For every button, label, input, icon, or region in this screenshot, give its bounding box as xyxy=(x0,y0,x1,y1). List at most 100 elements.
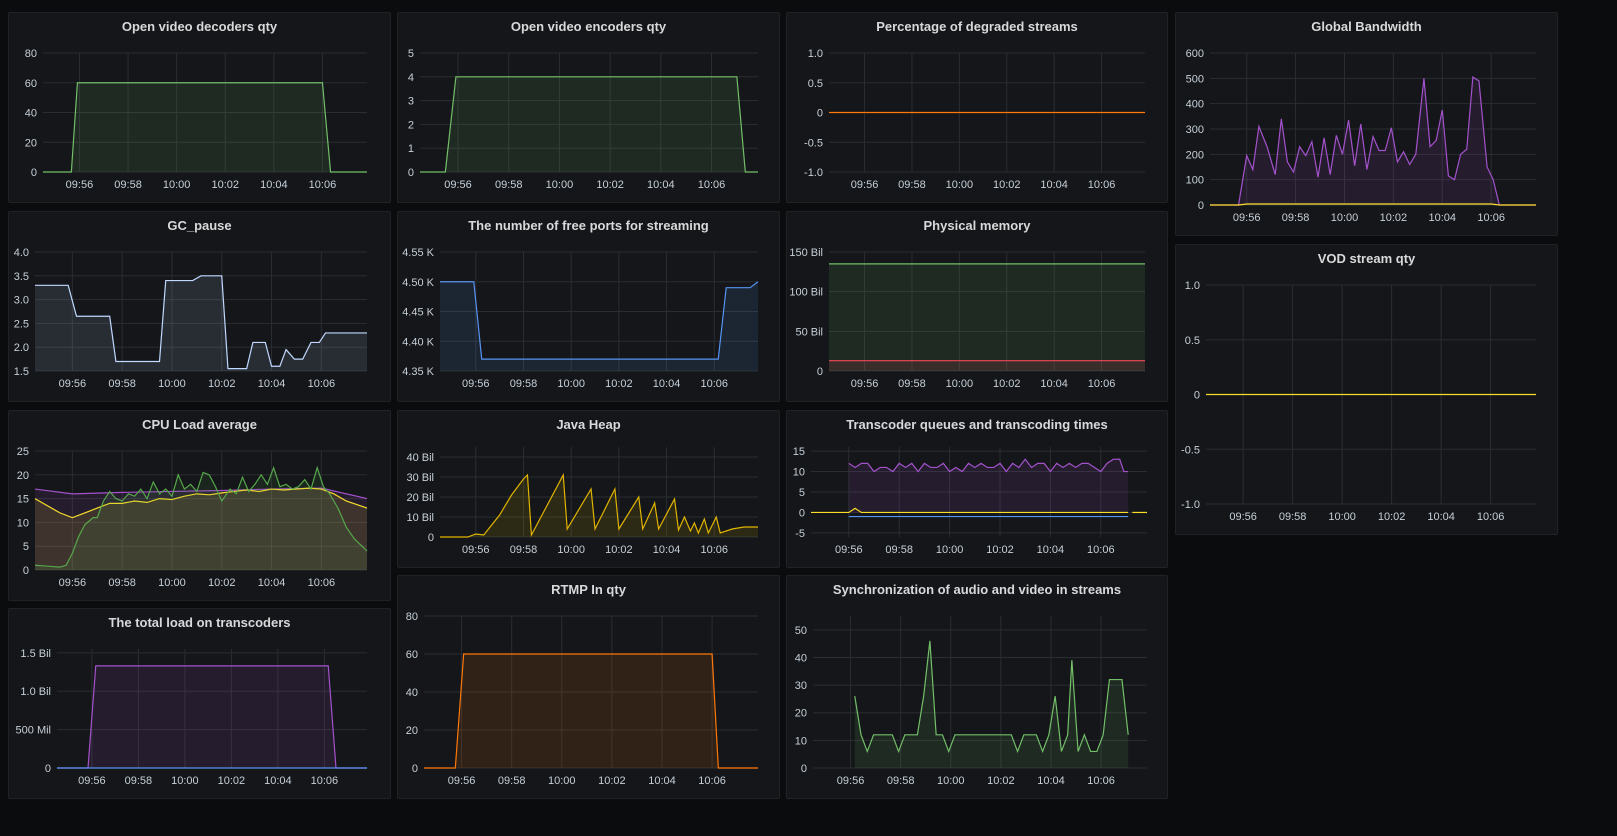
panel-title[interactable]: Java Heap xyxy=(556,417,621,432)
chart-open-video-encoders: 0 1 2 3 4 5 09:56 09:58 10:00 10:02 10:04 10:06 xyxy=(408,48,758,191)
series-area-1 xyxy=(829,360,1145,371)
series-line-0 xyxy=(848,458,1129,473)
x-tick-label: 09:56 xyxy=(837,775,865,787)
y-tick-label: 0 xyxy=(23,565,29,577)
y-tick-label: 0 xyxy=(799,507,805,519)
panel-title[interactable]: The total load on transcoders xyxy=(108,615,291,630)
series-line-1 xyxy=(34,487,368,519)
series-area-0 xyxy=(420,76,758,172)
x-tick-label: 10:02 xyxy=(605,378,633,390)
y-tick-label: 15 xyxy=(793,446,805,458)
series-line-0 xyxy=(43,82,367,173)
panel-title[interactable]: The number of free ports for streaming xyxy=(468,218,709,233)
y-tick-label: 60 xyxy=(406,649,418,661)
panel-title[interactable]: Open video decoders qty xyxy=(121,19,278,34)
x-tick-label: 10:04 xyxy=(1037,775,1065,787)
chart-cpu-load-average: 0 5 10 15 20 25 09:56 09:58 10:00 10:02 10:04 10:06 xyxy=(17,446,368,589)
x-tick-label: 09:58 xyxy=(510,378,538,390)
y-tick-label: 20 Bil xyxy=(406,492,434,504)
y-tick-label: 4.45 K xyxy=(402,307,434,319)
series-area-0 xyxy=(424,654,758,768)
series-area-0 xyxy=(43,82,367,172)
y-tick-label: 3.5 xyxy=(14,271,29,283)
series-line-0 xyxy=(424,653,758,769)
panel-title[interactable]: VOD stream qty xyxy=(1317,251,1416,266)
series-line-0 xyxy=(35,275,367,370)
y-tick-label: -0.5 xyxy=(1181,444,1200,456)
panel-title[interactable]: CPU Load average xyxy=(142,417,257,432)
x-tick-label: 09:58 xyxy=(1279,511,1307,523)
panel-title[interactable]: Synchronization of audio and video in st… xyxy=(832,582,1122,597)
x-tick-label: 10:02 xyxy=(987,775,1015,787)
x-tick-label: 10:06 xyxy=(309,179,337,191)
y-tick-label: 5 xyxy=(799,487,805,499)
x-tick-label: 10:06 xyxy=(698,775,726,787)
y-tick-label: 3 xyxy=(408,96,414,108)
panel-title[interactable]: Transcoder queues and transcoding times xyxy=(846,417,1108,432)
x-tick-label: 10:00 xyxy=(171,775,199,787)
y-tick-label: 2.0 xyxy=(14,342,29,354)
x-tick-label: 09:56 xyxy=(59,378,87,390)
panel-vod-stream-qty: VOD stream qty -1.0 -0.5 0 0.5 1.0 09:56 09:58… xyxy=(1175,244,1558,535)
y-tick-label: 0 xyxy=(1198,200,1204,212)
y-tick-label: 5 xyxy=(23,541,29,553)
panel-title[interactable]: Physical memory xyxy=(923,218,1031,233)
x-tick-label: 09:56 xyxy=(66,179,94,191)
x-tick-label: 10:00 xyxy=(158,577,186,589)
x-tick-label: 10:04 xyxy=(258,378,286,390)
series-line-1 xyxy=(1210,203,1536,206)
y-tick-label: 80 xyxy=(25,48,37,60)
panel-gc-pause: GC_pause 1.5 2.0 2.5 3.0 3.5 4.0 09:56 09:58 10:… xyxy=(8,211,391,402)
series-line-0 xyxy=(420,76,758,173)
chart-free-ports-streaming: 4.35 K 4.40 K 4.45 K 4.50 K 4.55 K 09:56 09:58… xyxy=(402,247,759,390)
y-tick-label: 0.5 xyxy=(808,78,823,90)
x-tick-label: 09:58 xyxy=(885,544,913,556)
x-tick-label: 10:02 xyxy=(986,544,1014,556)
y-tick-label: 30 xyxy=(795,680,807,692)
y-tick-label: 20 xyxy=(406,725,418,737)
series-area-2 xyxy=(35,467,367,570)
x-tick-label: 10:00 xyxy=(1328,511,1356,523)
panel-title[interactable]: GC_pause xyxy=(167,218,232,233)
x-tick-label: 10:00 xyxy=(548,775,576,787)
y-tick-label: 10 xyxy=(795,735,807,747)
x-tick-label: 09:56 xyxy=(444,179,472,191)
x-tick-label: 10:02 xyxy=(208,378,236,390)
x-tick-label: 10:00 xyxy=(158,378,186,390)
x-tick-label: 10:06 xyxy=(1088,179,1116,191)
panel-title[interactable]: Open video encoders qty xyxy=(510,19,667,34)
x-tick-label: 10:02 xyxy=(605,544,633,556)
panel-title[interactable]: RTMP In qty xyxy=(551,582,626,597)
x-tick-label: 09:58 xyxy=(898,378,926,390)
x-tick-label: 10:06 xyxy=(1087,544,1115,556)
x-tick-label: 10:04 xyxy=(1040,378,1068,390)
y-tick-label: 10 Bil xyxy=(406,512,434,524)
y-tick-label: 30 Bil xyxy=(406,472,434,484)
panel-title[interactable]: Percentage of degraded streams xyxy=(876,19,1078,34)
x-tick-label: 10:06 xyxy=(311,775,339,787)
x-tick-label: 10:02 xyxy=(596,179,624,191)
x-tick-label: 10:04 xyxy=(264,775,292,787)
x-tick-label: 10:06 xyxy=(698,179,726,191)
y-tick-label: 60 xyxy=(25,78,37,90)
y-tick-label: 0 xyxy=(817,108,823,120)
x-tick-label: 09:58 xyxy=(495,179,523,191)
x-tick-label: 10:04 xyxy=(653,544,681,556)
x-tick-label: 10:00 xyxy=(937,775,965,787)
y-tick-label: 25 xyxy=(17,446,29,458)
panel-rtmp-in-qty: RTMP In qty 0 20 40 60 80 09:56 09:58 10:00 10:0… xyxy=(397,575,780,799)
y-tick-label: 500 xyxy=(1186,73,1204,85)
x-tick-label: 10:04 xyxy=(1037,544,1065,556)
y-tick-label: 1.5 Bil xyxy=(20,648,51,660)
x-tick-label: 10:06 xyxy=(1477,212,1505,224)
y-tick-label: 0 xyxy=(408,167,414,179)
y-tick-label: 40 xyxy=(25,108,37,120)
x-tick-label: 10:00 xyxy=(946,378,974,390)
y-tick-label: 150 Bil xyxy=(789,247,823,259)
y-tick-label: 1.0 xyxy=(1185,280,1200,292)
y-tick-label: 200 xyxy=(1186,149,1204,161)
panel-free-ports-streaming: The number of free ports for streaming 4… xyxy=(397,211,780,402)
panel-title[interactable]: Global Bandwidth xyxy=(1311,19,1422,34)
chart-gc-pause: 1.5 2.0 2.5 3.0 3.5 4.0 09:56 09:58 10:00 10:02 10… xyxy=(14,247,367,390)
y-tick-label: 5 xyxy=(408,48,414,60)
